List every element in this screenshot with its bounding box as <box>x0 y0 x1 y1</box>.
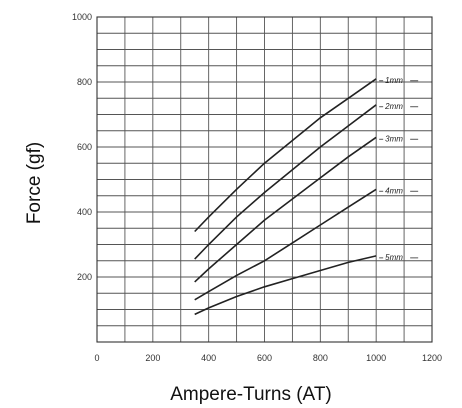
series-curve-3mm <box>195 137 377 282</box>
x-tick-labels: 0 200 400 600 800 1000 1200 <box>94 353 442 363</box>
series-label-1mm: 1mm <box>385 76 403 85</box>
series-label-5mm: 5mm <box>385 253 403 262</box>
series-label-4mm: 4mm <box>385 186 403 195</box>
y-tick-label: 600 <box>77 142 92 152</box>
series-label-3mm: 3mm <box>385 134 403 143</box>
x-tick-label: 200 <box>145 353 160 363</box>
x-tick-label: 800 <box>313 353 328 363</box>
y-axis-label: Force (gf) <box>24 142 45 224</box>
series-label-2mm: 2mm <box>384 102 403 111</box>
y-tick-label: 200 <box>77 272 92 282</box>
series-curve-1mm <box>195 79 377 232</box>
x-axis-label: Ampere-Turns (AT) <box>170 384 332 405</box>
grid <box>97 17 432 342</box>
x-tick-label: 1200 <box>422 353 442 363</box>
y-tick-labels: 200 400 600 800 1000 <box>72 12 92 282</box>
x-tick-label: 1000 <box>366 353 386 363</box>
series-curve-5mm <box>195 256 377 315</box>
x-tick-label: 600 <box>257 353 272 363</box>
y-tick-label: 1000 <box>72 12 92 22</box>
series-labels: 1mm 2mm 3mm 4mm 5mm <box>379 76 418 262</box>
y-tick-label: 400 <box>77 207 92 217</box>
x-tick-label: 400 <box>201 353 216 363</box>
x-tick-label: 0 <box>94 353 99 363</box>
series-curve-2mm <box>195 105 377 259</box>
y-tick-label: 800 <box>77 77 92 87</box>
